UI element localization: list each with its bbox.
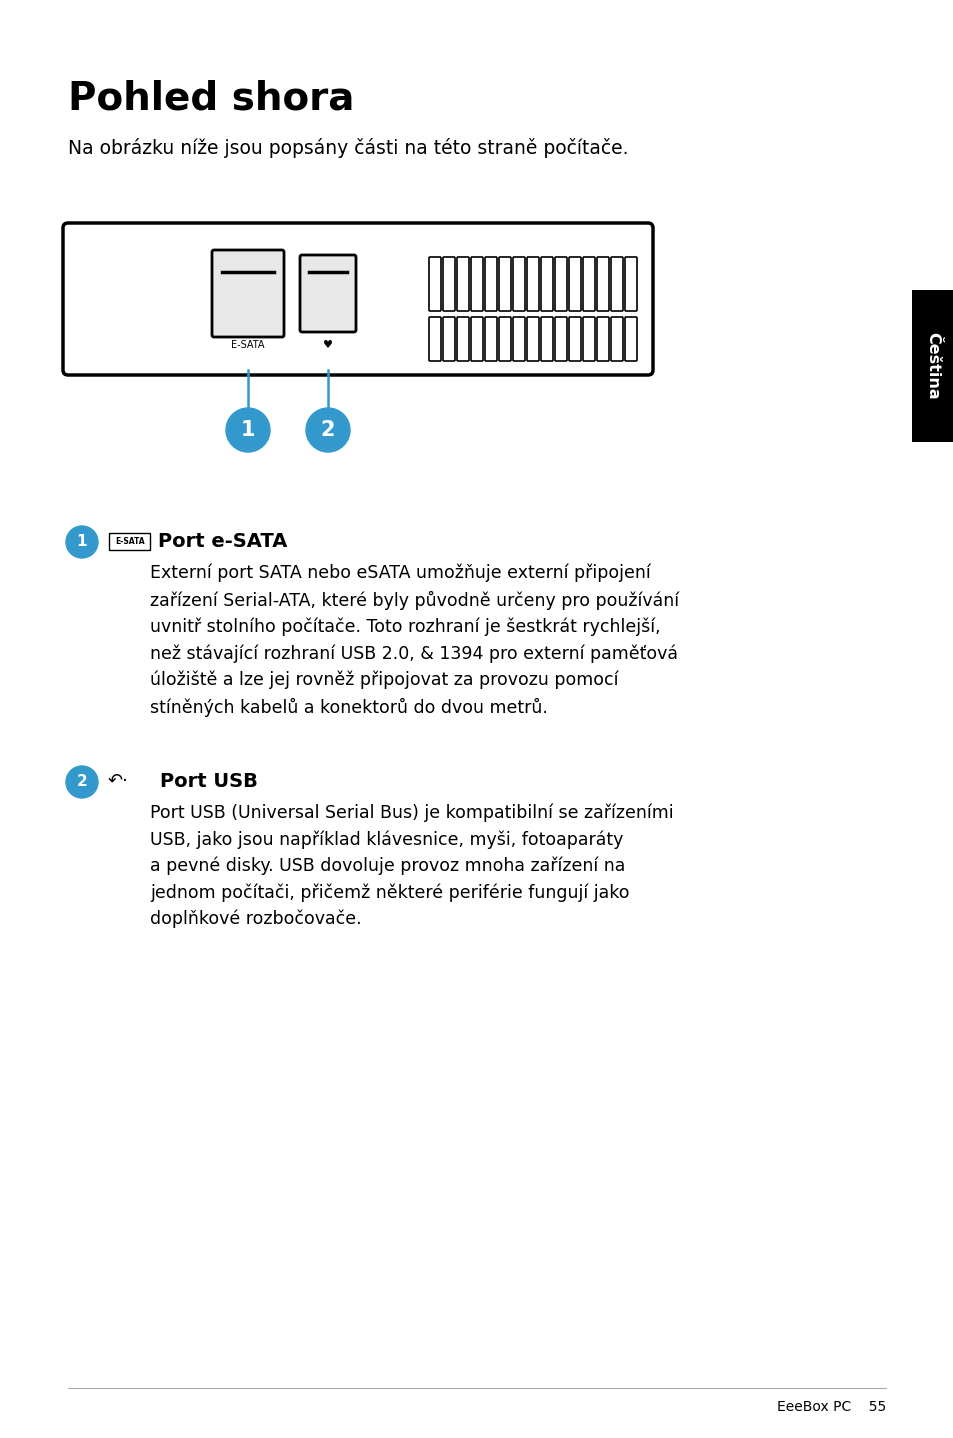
FancyBboxPatch shape — [456, 316, 469, 361]
FancyBboxPatch shape — [555, 257, 566, 311]
Text: Port USB: Port USB — [160, 772, 257, 791]
Text: Port USB (Universal Serial Bus) je kompatibilní se zařízeními
USB, jako jsou nap: Port USB (Universal Serial Bus) je kompa… — [150, 804, 673, 929]
Text: Čeština: Čeština — [924, 332, 940, 400]
FancyBboxPatch shape — [498, 257, 511, 311]
FancyBboxPatch shape — [63, 223, 652, 375]
FancyBboxPatch shape — [429, 257, 440, 311]
FancyBboxPatch shape — [471, 316, 482, 361]
FancyBboxPatch shape — [526, 316, 538, 361]
FancyBboxPatch shape — [597, 257, 608, 311]
FancyBboxPatch shape — [498, 316, 511, 361]
FancyBboxPatch shape — [555, 316, 566, 361]
Text: 2: 2 — [76, 775, 88, 789]
FancyBboxPatch shape — [513, 257, 524, 311]
Text: E-SATA: E-SATA — [231, 339, 265, 349]
FancyBboxPatch shape — [442, 316, 455, 361]
Text: Externí port SATA nebo eSATA umožňuje externí připojení
zařízení Serial-ATA, kte: Externí port SATA nebo eSATA umožňuje ex… — [150, 564, 679, 716]
Text: 1: 1 — [240, 420, 255, 440]
FancyBboxPatch shape — [540, 316, 553, 361]
Text: EeeBox PC    55: EeeBox PC 55 — [776, 1401, 885, 1414]
Circle shape — [226, 408, 270, 452]
FancyBboxPatch shape — [513, 316, 524, 361]
FancyBboxPatch shape — [568, 257, 580, 311]
FancyBboxPatch shape — [456, 257, 469, 311]
FancyBboxPatch shape — [110, 533, 151, 551]
Text: Pohled shora: Pohled shora — [68, 81, 354, 118]
Text: Port e-SATA: Port e-SATA — [158, 532, 287, 551]
FancyBboxPatch shape — [526, 257, 538, 311]
FancyBboxPatch shape — [582, 316, 595, 361]
FancyBboxPatch shape — [610, 257, 622, 311]
FancyBboxPatch shape — [597, 316, 608, 361]
FancyBboxPatch shape — [442, 257, 455, 311]
FancyBboxPatch shape — [471, 257, 482, 311]
Text: Na obrázku níže jsou popsány části na této straně počítače.: Na obrázku níže jsou popsány části na té… — [68, 138, 628, 158]
Circle shape — [66, 526, 98, 558]
Text: 1: 1 — [76, 535, 87, 549]
FancyBboxPatch shape — [911, 290, 953, 441]
FancyBboxPatch shape — [484, 257, 497, 311]
FancyBboxPatch shape — [582, 257, 595, 311]
FancyBboxPatch shape — [429, 316, 440, 361]
FancyBboxPatch shape — [540, 257, 553, 311]
Text: ♥: ♥ — [323, 339, 333, 349]
Text: E-SATA: E-SATA — [115, 538, 145, 546]
Text: 2: 2 — [320, 420, 335, 440]
FancyBboxPatch shape — [624, 316, 637, 361]
FancyBboxPatch shape — [484, 316, 497, 361]
Circle shape — [306, 408, 350, 452]
FancyBboxPatch shape — [568, 316, 580, 361]
Text: ↶·: ↶· — [108, 772, 129, 789]
Circle shape — [66, 766, 98, 798]
FancyBboxPatch shape — [299, 255, 355, 332]
FancyBboxPatch shape — [624, 257, 637, 311]
FancyBboxPatch shape — [212, 250, 284, 336]
FancyBboxPatch shape — [610, 316, 622, 361]
